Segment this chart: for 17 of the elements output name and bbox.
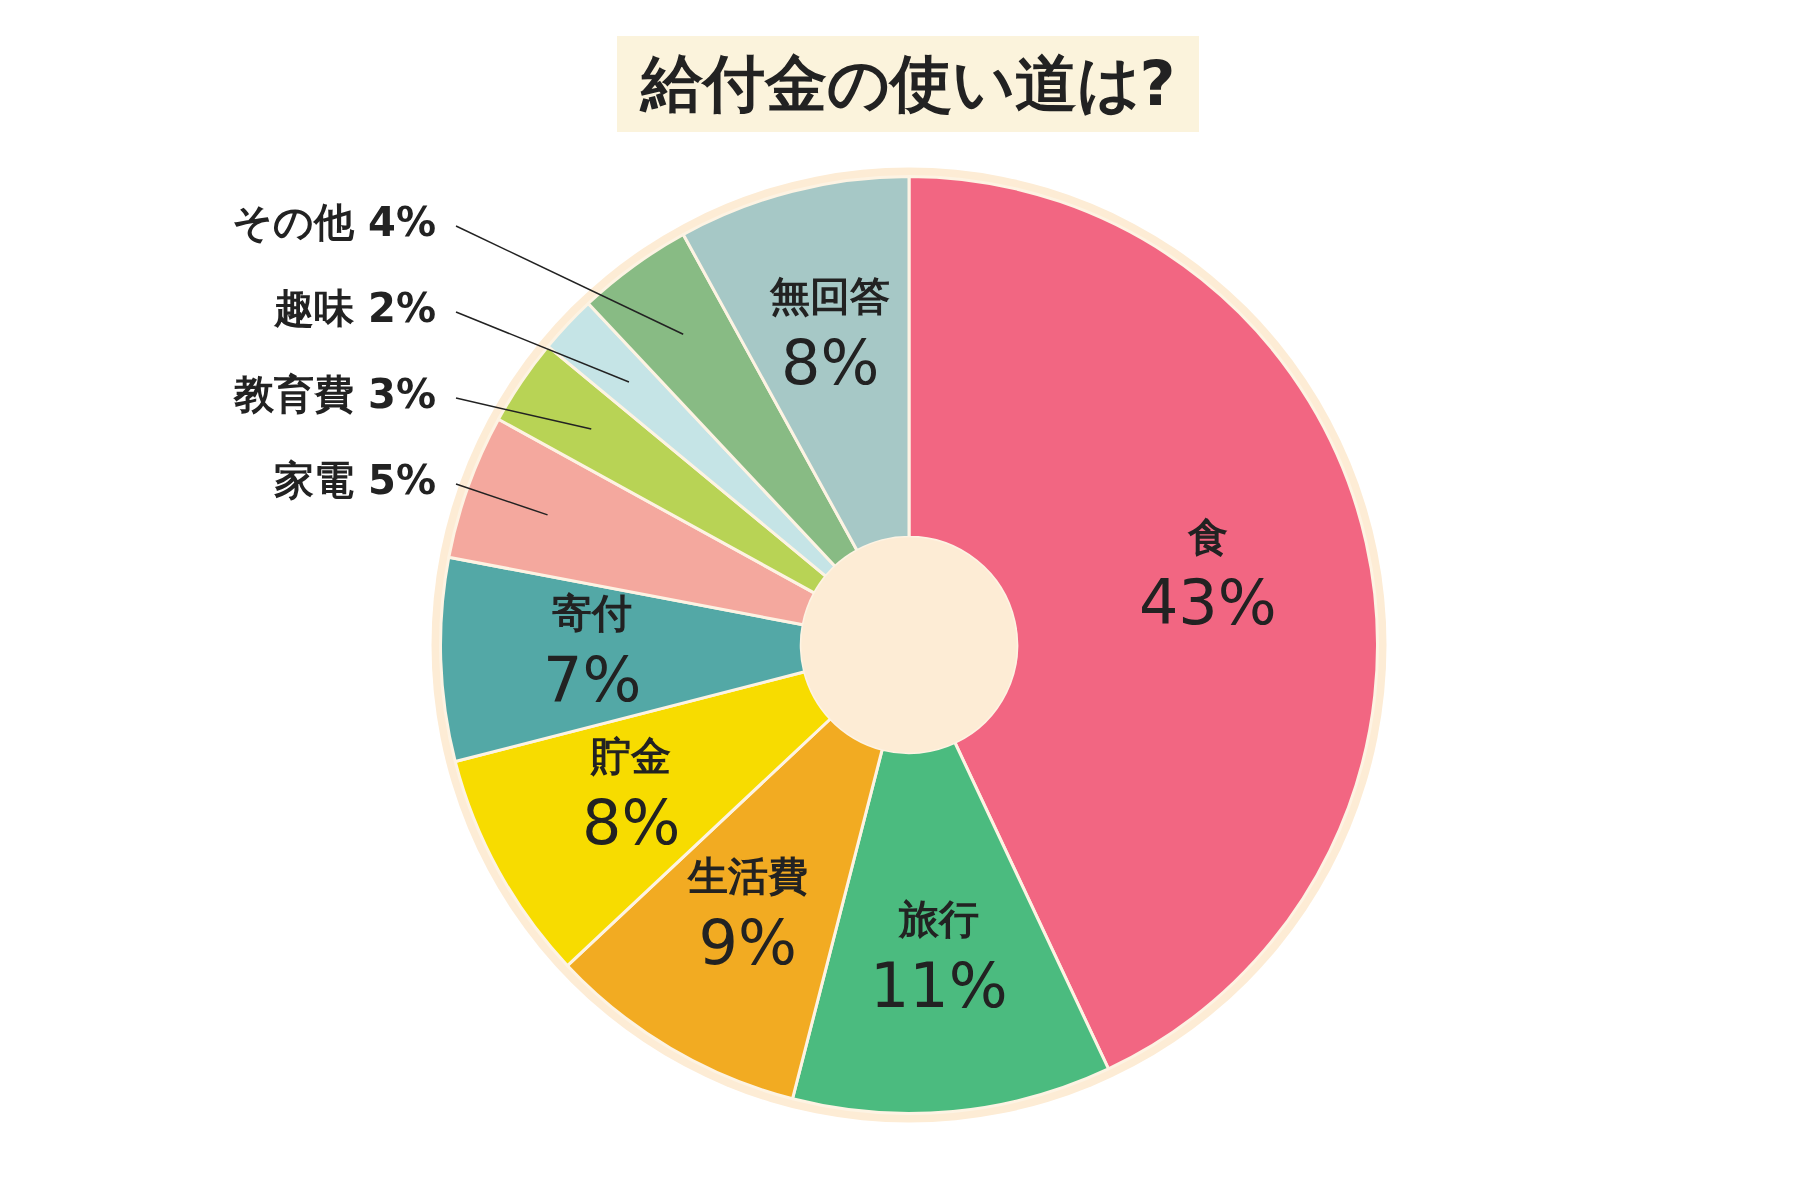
- slice-label: 無回答: [769, 273, 891, 320]
- data-label: 7%: [542, 643, 642, 717]
- data-label: 8%: [582, 785, 681, 859]
- slice-label: 食: [1186, 513, 1228, 560]
- slice-label: 趣味 2%: [273, 285, 436, 332]
- slice-label: 旅行: [897, 895, 979, 942]
- data-label: 9%: [698, 905, 797, 979]
- chart-title: 給付金の使い道は?: [616, 36, 1200, 132]
- slice-label: 生活費: [686, 853, 808, 900]
- data-label: 11%: [869, 948, 1008, 1022]
- slice-label: 貯金: [590, 733, 672, 780]
- data-label: 8%: [780, 326, 880, 400]
- slice-label: その他 4%: [232, 199, 436, 246]
- data-label: 43%: [1138, 566, 1277, 640]
- slice-label: 教育費 3%: [233, 371, 436, 418]
- slice-label: 家電 5%: [274, 457, 436, 504]
- slice-label: 寄付: [552, 590, 633, 637]
